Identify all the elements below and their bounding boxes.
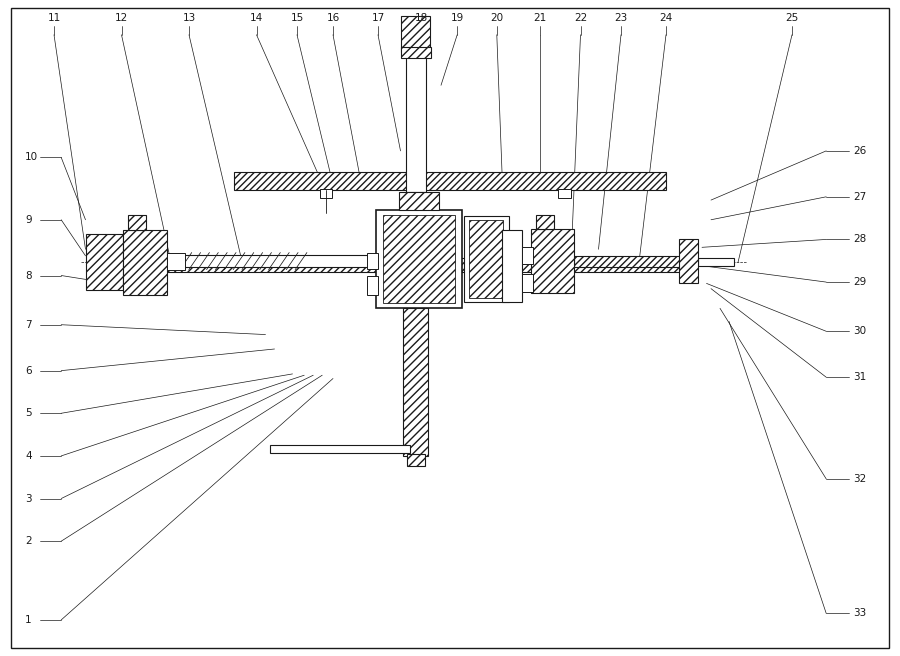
Text: 17: 17 [372, 13, 384, 23]
Bar [469, 220, 503, 298]
Text: 9: 9 [25, 215, 32, 225]
Text: 4: 4 [25, 451, 32, 461]
Bar [401, 16, 430, 52]
Bar [166, 255, 374, 267]
Text: 12: 12 [115, 13, 128, 23]
Text: 22: 22 [574, 13, 587, 23]
Text: 6: 6 [25, 365, 32, 376]
Bar [367, 276, 378, 295]
Text: 30: 30 [853, 326, 867, 337]
Text: 5: 5 [25, 408, 32, 419]
Bar [270, 445, 410, 453]
Text: 11: 11 [48, 13, 60, 23]
Bar [400, 47, 431, 58]
Bar [679, 239, 698, 283]
Text: 3: 3 [25, 493, 32, 504]
Text: 16: 16 [327, 13, 339, 23]
Bar [558, 189, 571, 198]
Bar [399, 192, 439, 210]
Bar [320, 189, 332, 198]
Text: 18: 18 [415, 13, 428, 23]
Text: 2: 2 [25, 536, 32, 546]
Bar [383, 215, 454, 303]
Bar [166, 253, 184, 270]
Text: 32: 32 [853, 474, 867, 484]
Text: 25: 25 [786, 13, 798, 23]
Bar [522, 247, 533, 264]
Bar [234, 172, 666, 190]
Bar [502, 230, 522, 302]
Text: 19: 19 [451, 13, 464, 23]
Text: 10: 10 [25, 152, 39, 163]
Text: 15: 15 [291, 13, 303, 23]
Bar [574, 256, 684, 267]
Text: 13: 13 [183, 13, 195, 23]
Bar [90, 258, 684, 272]
Text: 8: 8 [25, 270, 32, 281]
Text: 7: 7 [25, 319, 32, 330]
Bar [522, 274, 533, 292]
Bar [123, 230, 166, 295]
Bar [403, 308, 428, 456]
Text: 31: 31 [853, 372, 867, 382]
Text: 26: 26 [853, 146, 867, 156]
Bar [464, 216, 508, 302]
Text: 33: 33 [853, 608, 867, 619]
Bar [698, 258, 734, 266]
Bar [128, 215, 146, 230]
Text: 21: 21 [534, 13, 546, 23]
Text: 24: 24 [660, 13, 672, 23]
Text: 29: 29 [853, 277, 867, 287]
Text: 20: 20 [491, 13, 503, 23]
Bar [531, 229, 574, 293]
Bar [86, 234, 123, 290]
Text: 14: 14 [250, 13, 263, 23]
Bar [367, 253, 378, 269]
Text: 27: 27 [853, 192, 867, 202]
Text: 1: 1 [25, 615, 32, 625]
Bar [376, 210, 462, 308]
Bar [407, 454, 425, 466]
Text: 23: 23 [615, 13, 627, 23]
Text: 28: 28 [853, 234, 867, 245]
Bar [536, 215, 554, 229]
Bar [406, 52, 426, 192]
